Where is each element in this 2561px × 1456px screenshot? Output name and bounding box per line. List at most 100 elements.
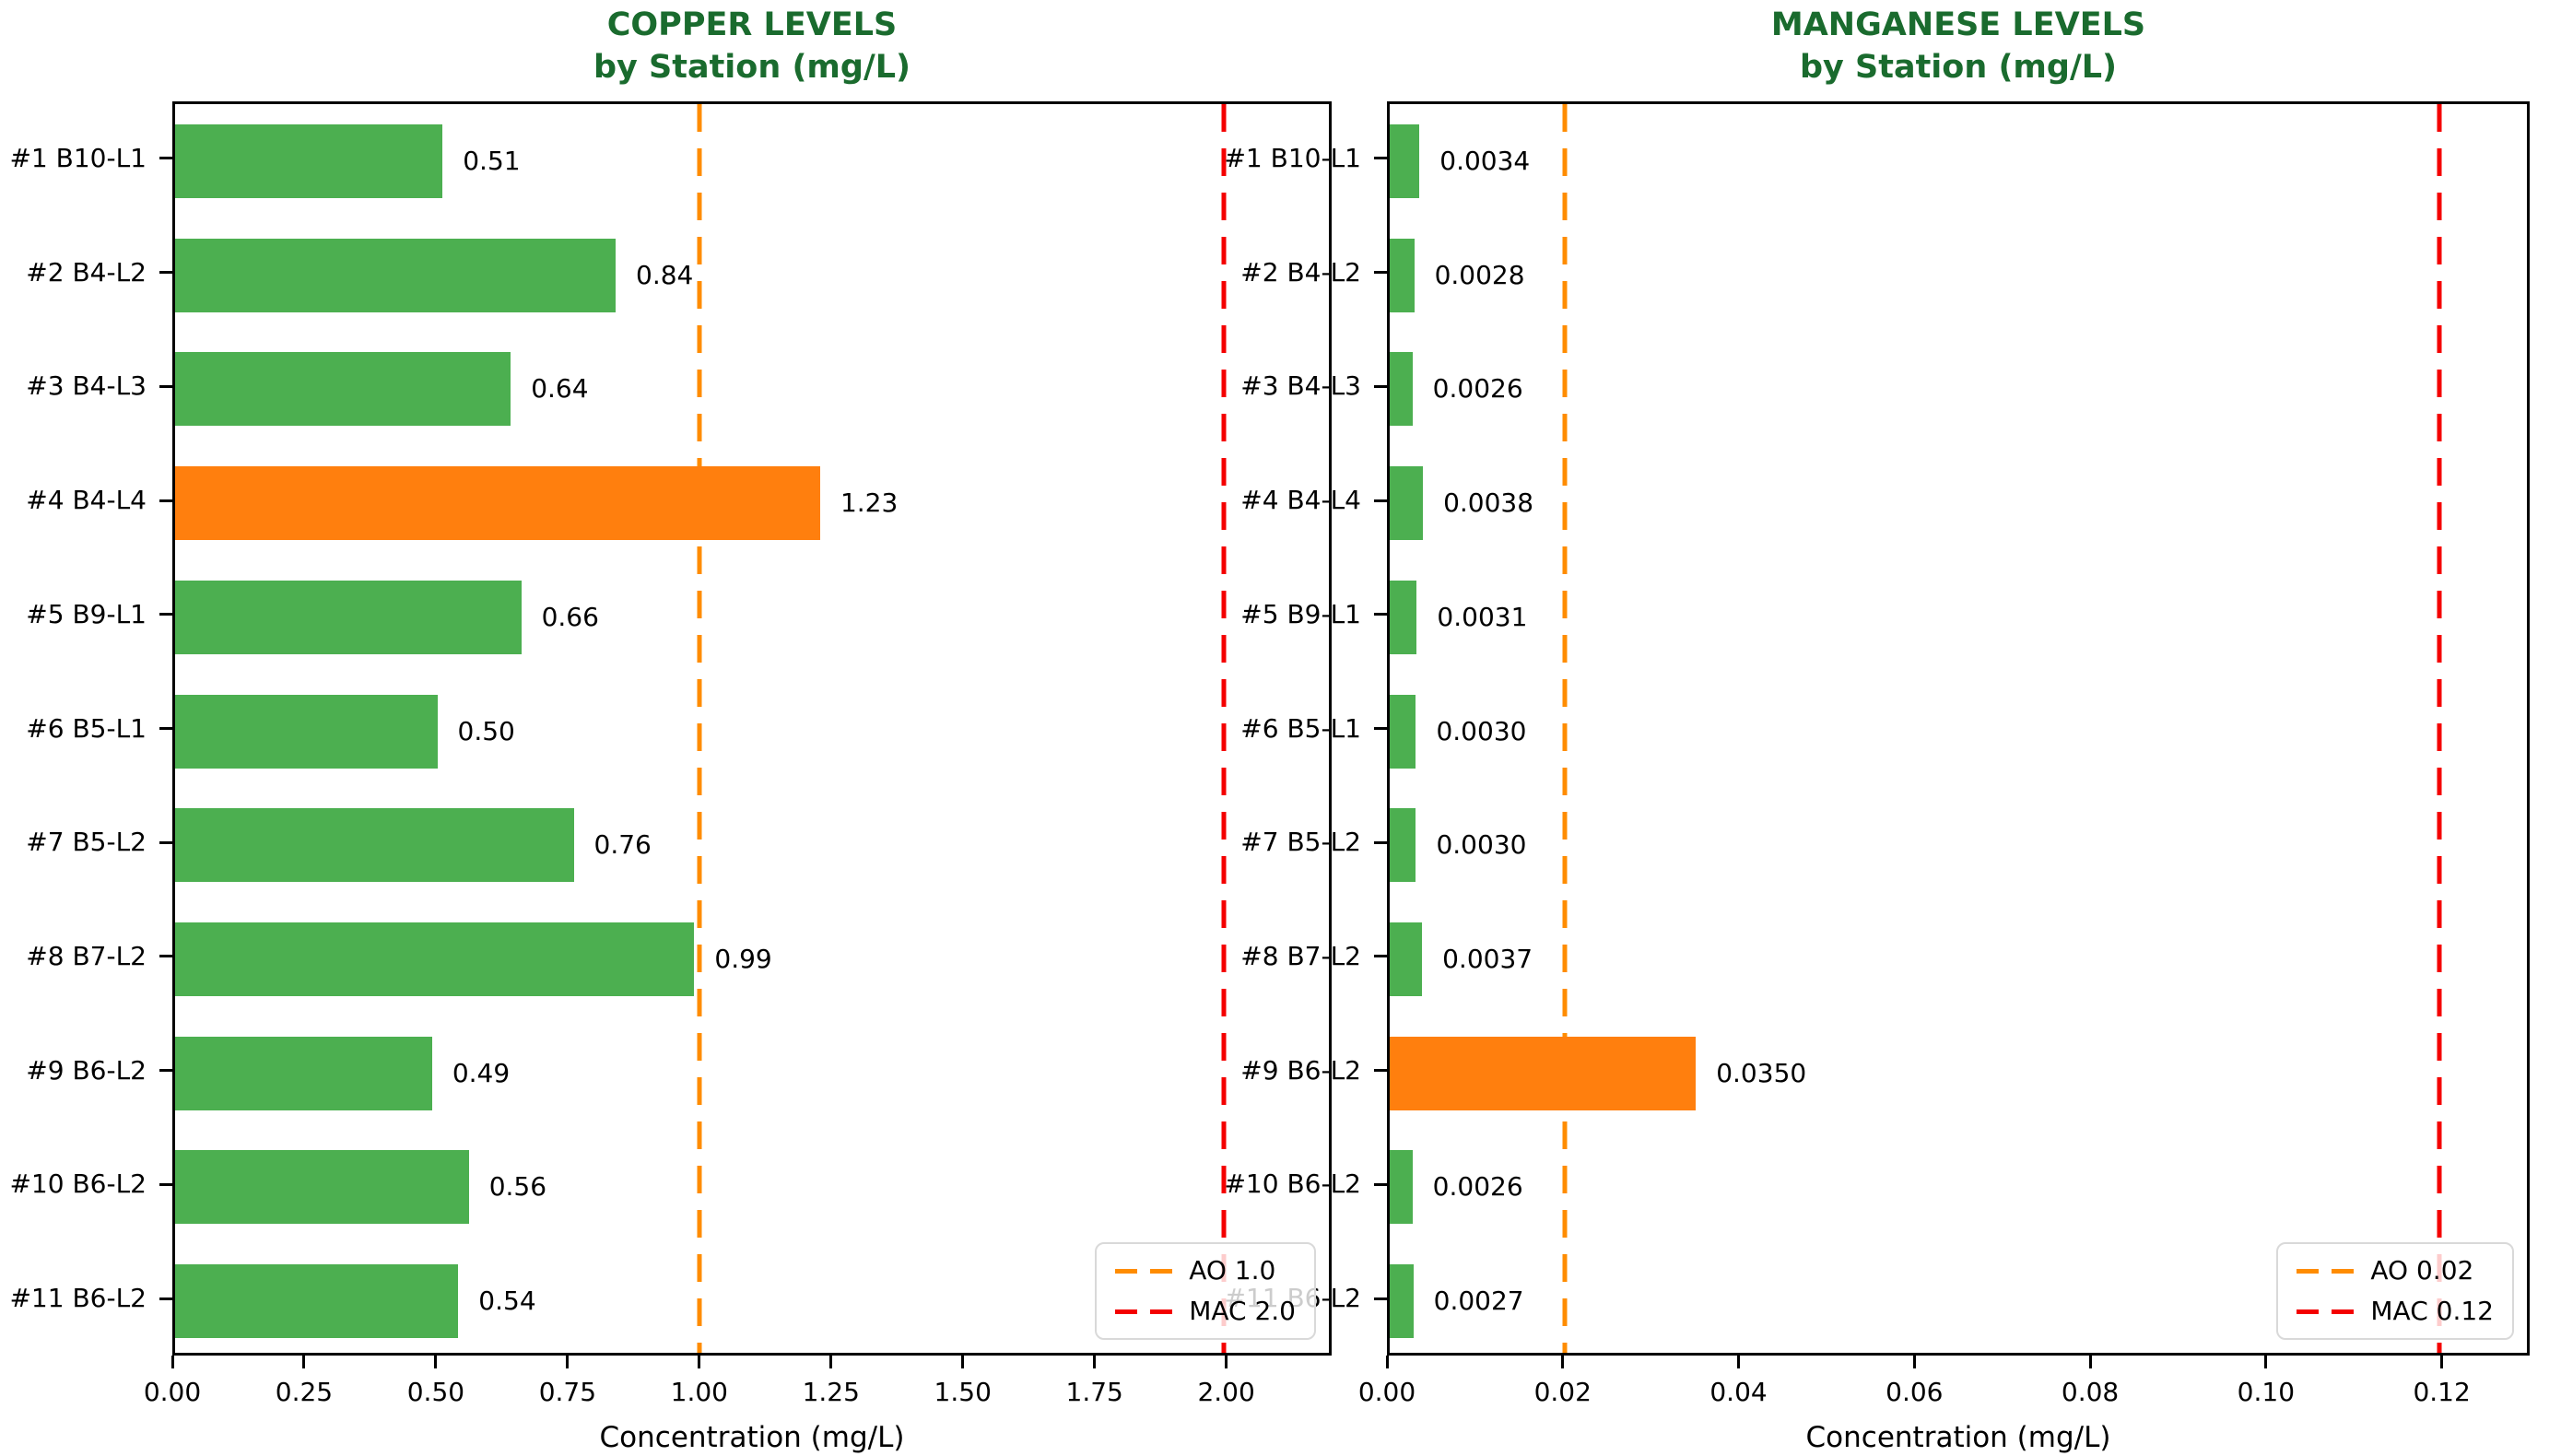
bar-value-label: 0.64	[531, 373, 589, 405]
y-axis-category-label: #2 B4-L2	[1240, 256, 1361, 288]
copper-plot-area: 0.51 0.84 0.64 1.23 0.66 0.50 0.76 0.99 0.49 0.56…	[172, 101, 1332, 1356]
x-axis-tick-label: 0.00	[143, 1377, 202, 1407]
y-axis-category-label: #9 B6-L2	[26, 1054, 147, 1086]
x-axis-tick	[1093, 1356, 1097, 1368]
x-axis-tick	[2264, 1356, 2268, 1368]
y-axis-tick	[1374, 384, 1387, 388]
x-axis-tick-label: 0.25	[275, 1377, 334, 1407]
mac-threshold-line	[1221, 104, 1227, 1353]
y-axis-tick	[1374, 727, 1387, 730]
y-axis-category-label: #9 B6-L2	[1240, 1054, 1361, 1086]
x-axis-tick	[698, 1356, 701, 1368]
bar-10b6-l2	[175, 1150, 469, 1225]
bar-value-label: 0.84	[636, 259, 694, 290]
manganese-plot-area: 0.0034 0.0028 0.0026 0.0038 0.0031 0.0030 0.00…	[1387, 101, 2530, 1356]
y-axis-category-label: #6 B5-L1	[26, 712, 147, 744]
ao-threshold-line	[1562, 104, 1568, 1353]
y-axis-tick	[159, 955, 172, 958]
y-axis-category-label: #11 B6-L2	[9, 1283, 147, 1314]
manganese-title-line2: by Station (mg/L)	[1799, 49, 2118, 86]
y-axis-tick	[159, 1297, 172, 1300]
bar-value-label: 0.0034	[1439, 145, 1531, 176]
x-axis-tick	[2088, 1356, 2092, 1368]
bar-value-label: 0.0028	[1434, 259, 1525, 290]
bar-value-label: 0.0350	[1716, 1057, 1807, 1088]
bar-8b7-l2	[1390, 922, 1423, 996]
bar-1b10-l1	[175, 123, 443, 198]
legend-entry-ao: AO 1.0	[1115, 1255, 1296, 1286]
y-axis-category-label: #1 B10-L1	[1224, 142, 1361, 173]
bar-4b4-l4	[1390, 466, 1424, 541]
y-axis-category-label: #2 B4-L2	[26, 256, 147, 288]
x-axis-tick	[961, 1356, 965, 1368]
bar-value-label: 0.99	[714, 943, 772, 974]
bar-4b4-l4	[175, 466, 820, 541]
mac-dashed-line-icon	[2297, 1309, 2355, 1314]
y-axis-tick	[159, 727, 172, 730]
legend: AO 1.0 MAC 2.0	[1095, 1242, 1316, 1340]
bar-value-label: 0.0026	[1432, 373, 1523, 405]
bar-3b4-l3	[175, 352, 511, 427]
y-axis-tick	[1374, 955, 1387, 958]
bar-value-label: 0.0026	[1432, 1171, 1523, 1203]
x-axis-tick-label: 0.04	[1709, 1377, 1768, 1407]
x-axis-tick-label: 1.25	[802, 1377, 860, 1407]
y-axis-tick	[159, 384, 172, 388]
bar-value-label: 0.0030	[1436, 829, 1527, 861]
x-axis-tick-label: 0.12	[2413, 1377, 2471, 1407]
legend-label-mac: MAC 2.0	[1189, 1296, 1296, 1326]
x-axis-tick	[829, 1356, 833, 1368]
legend-label-ao: AO 1.0	[1189, 1255, 1276, 1286]
x-axis-tick-label: 0.08	[2061, 1377, 2120, 1407]
bar-5b9-l1	[175, 580, 522, 654]
bar-2b4-l2	[1390, 238, 1415, 312]
legend-label-mac: MAC 0.12	[2370, 1296, 2494, 1326]
y-axis-category-label: #8 B7-L2	[26, 940, 147, 971]
manganese-title-line1: MANGANESE LEVELS	[1770, 6, 2146, 43]
x-axis-tick	[1561, 1356, 1565, 1368]
y-axis-tick	[159, 499, 172, 502]
legend-entry-mac: MAC 2.0	[1115, 1296, 1296, 1327]
bar-value-label: 0.0038	[1443, 487, 1534, 519]
bar-6b5-l1	[1390, 694, 1416, 769]
x-axis-tick-label: 0.10	[2237, 1377, 2296, 1407]
bar-value-label: 0.54	[478, 1286, 536, 1317]
bar-9b6-l2	[1390, 1036, 1697, 1110]
y-axis-tick	[159, 271, 172, 275]
bar-1b10-l1	[1390, 123, 1420, 198]
bar-value-label: 0.56	[488, 1171, 547, 1203]
x-axis-tick	[2440, 1356, 2444, 1368]
y-axis-category-label: #3 B4-L3	[1240, 370, 1361, 402]
ao-dashed-line-icon	[1115, 1268, 1173, 1274]
x-axis-tick-label: 0.75	[538, 1377, 597, 1407]
y-axis-category-label: #5 B9-L1	[1240, 598, 1361, 629]
bar-7b5-l2	[175, 808, 574, 883]
y-axis-tick	[1374, 840, 1387, 844]
bar-value-label: 0.0027	[1433, 1286, 1524, 1317]
y-axis-tick	[1374, 1297, 1387, 1300]
copper-title-line1: COPPER LEVELS	[606, 6, 898, 43]
bar-value-label: 0.49	[452, 1057, 511, 1088]
y-axis-tick	[159, 1069, 172, 1073]
y-axis-category-label: #7 B5-L2	[26, 827, 147, 858]
bar-value-label: 0.0037	[1442, 943, 1533, 974]
y-axis-category-label: #10 B6-L2	[9, 1168, 147, 1200]
bar-value-label: 0.0030	[1436, 715, 1527, 746]
bar-11b6-l2	[1390, 1264, 1414, 1339]
x-axis-tick	[1912, 1356, 1916, 1368]
x-axis-tick-label: 0.50	[406, 1377, 465, 1407]
y-axis-category-label: #3 B4-L3	[26, 370, 147, 402]
x-axis-tick-label: 0.02	[1533, 1377, 1592, 1407]
copper-title-line2: by Station (mg/L)	[593, 49, 911, 86]
bar-value-label: 1.23	[840, 487, 899, 519]
bar-value-label: 0.50	[457, 715, 515, 746]
x-axis-tick-label: 2.00	[1197, 1377, 1255, 1407]
y-axis-tick	[159, 613, 172, 616]
manganese-chart-title: MANGANESE LEVELS by Station (mg/L)	[1387, 4, 2530, 88]
legend-entry-mac: MAC 0.12	[2297, 1296, 2494, 1327]
x-axis-tick	[302, 1356, 306, 1368]
bar-5b9-l1	[1390, 580, 1417, 654]
bar-value-label: 0.66	[541, 601, 599, 632]
y-axis-tick	[159, 157, 172, 160]
x-axis-tick	[1225, 1356, 1228, 1368]
